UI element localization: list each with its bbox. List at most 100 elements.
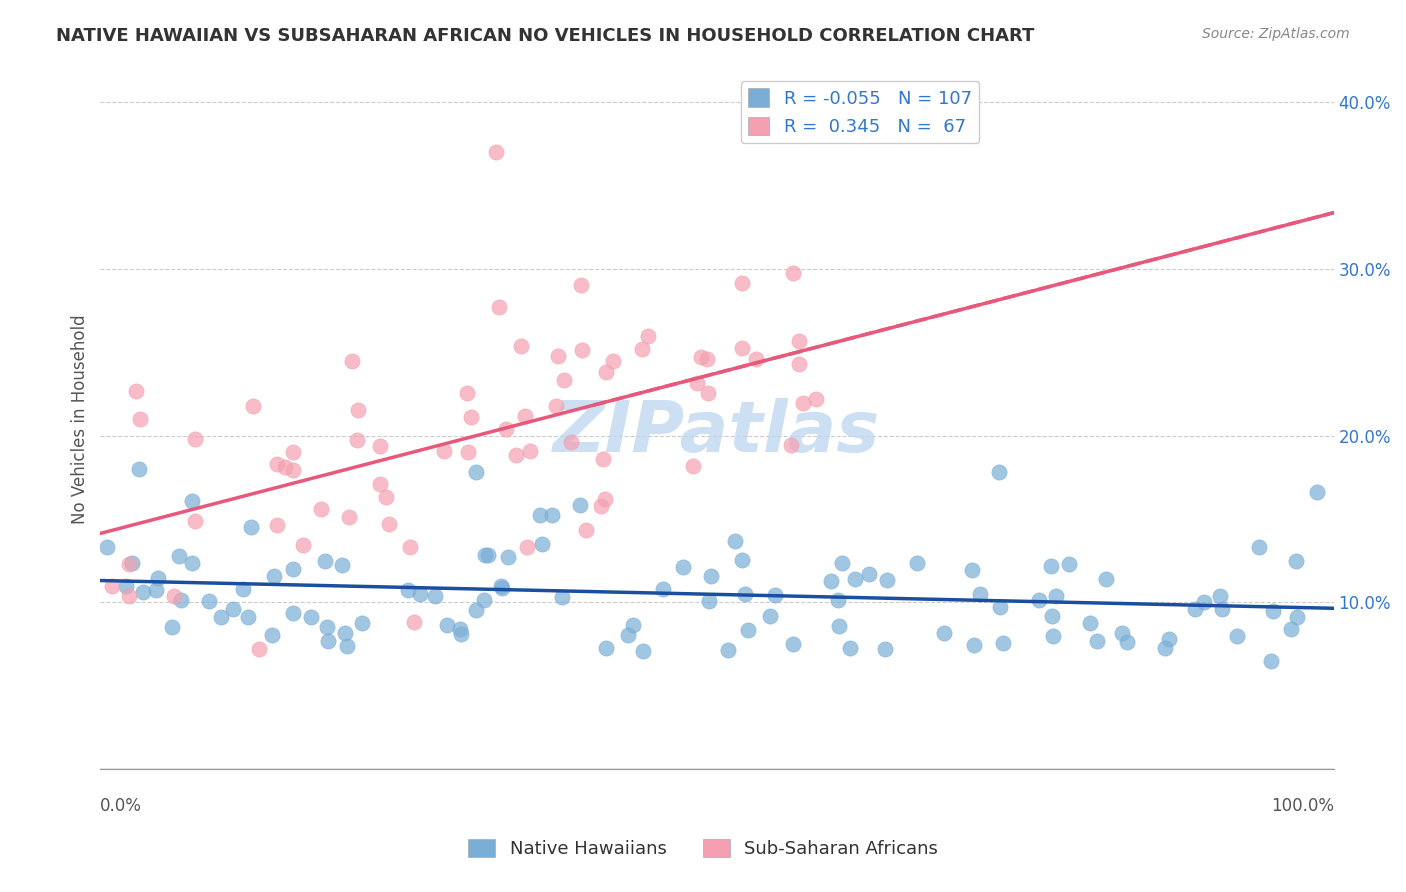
Point xyxy=(593,491,616,506)
Point xyxy=(734,587,756,601)
Point xyxy=(128,462,150,476)
Point xyxy=(472,593,495,607)
Point xyxy=(716,643,738,657)
Point xyxy=(1111,625,1133,640)
Point xyxy=(1279,623,1302,637)
Point xyxy=(239,520,262,534)
Point xyxy=(315,620,337,634)
Point xyxy=(631,644,654,658)
Point xyxy=(1247,540,1270,554)
Point xyxy=(621,618,644,632)
Point xyxy=(934,626,956,640)
Point xyxy=(408,587,430,601)
Point xyxy=(491,578,513,592)
Point xyxy=(374,490,396,504)
Point xyxy=(464,465,486,479)
Point xyxy=(574,523,596,537)
Point xyxy=(858,566,880,581)
Point xyxy=(1211,601,1233,615)
Point xyxy=(352,615,374,630)
Point xyxy=(457,445,479,459)
Point xyxy=(118,589,141,603)
Point xyxy=(433,444,456,458)
Point xyxy=(129,412,152,426)
Point xyxy=(531,537,554,551)
Point xyxy=(336,639,359,653)
Point xyxy=(737,623,759,637)
Point xyxy=(682,458,704,473)
Point xyxy=(651,582,673,596)
Point xyxy=(274,459,297,474)
Point xyxy=(723,534,745,549)
Text: ZIPatlas: ZIPatlas xyxy=(554,399,880,467)
Point xyxy=(519,444,541,458)
Point xyxy=(232,582,254,596)
Point xyxy=(266,518,288,533)
Point xyxy=(498,549,520,564)
Y-axis label: No Vehicles in Household: No Vehicles in Household xyxy=(72,314,89,524)
Point xyxy=(1285,609,1308,624)
Point xyxy=(247,641,270,656)
Point xyxy=(731,341,754,355)
Point xyxy=(831,556,853,570)
Point xyxy=(787,357,810,371)
Point xyxy=(299,610,322,624)
Point xyxy=(266,457,288,471)
Point xyxy=(222,602,245,616)
Point xyxy=(820,574,842,589)
Point xyxy=(1306,485,1329,500)
Point xyxy=(263,569,285,583)
Point xyxy=(571,343,593,358)
Point xyxy=(184,432,207,446)
Point xyxy=(763,588,786,602)
Point xyxy=(242,399,264,413)
Point xyxy=(236,610,259,624)
Point xyxy=(368,439,391,453)
Point xyxy=(1184,601,1206,615)
Point xyxy=(1045,589,1067,603)
Point xyxy=(436,617,458,632)
Point xyxy=(792,395,814,409)
Point xyxy=(495,422,517,436)
Point xyxy=(699,594,721,608)
Text: 100.0%: 100.0% xyxy=(1271,797,1334,815)
Text: Source: ZipAtlas.com: Source: ZipAtlas.com xyxy=(1202,27,1350,41)
Point xyxy=(488,300,510,314)
Point xyxy=(745,352,768,367)
Point xyxy=(262,627,284,641)
Point xyxy=(145,582,167,597)
Point xyxy=(672,560,695,574)
Point xyxy=(595,641,617,656)
Point xyxy=(339,509,361,524)
Point xyxy=(330,558,353,573)
Point xyxy=(118,557,141,571)
Point xyxy=(876,573,898,587)
Point xyxy=(491,581,513,595)
Point xyxy=(167,549,190,563)
Point xyxy=(827,619,849,633)
Point xyxy=(342,354,364,368)
Point xyxy=(991,636,1014,650)
Point xyxy=(184,515,207,529)
Point xyxy=(318,634,340,648)
Point xyxy=(689,351,711,365)
Point xyxy=(595,365,617,379)
Point xyxy=(283,463,305,477)
Point xyxy=(827,593,849,607)
Point xyxy=(780,438,803,452)
Point xyxy=(1040,609,1063,624)
Point xyxy=(335,626,357,640)
Point xyxy=(450,627,472,641)
Point xyxy=(1042,629,1064,643)
Point xyxy=(1153,640,1175,655)
Point xyxy=(1285,554,1308,568)
Point xyxy=(449,622,471,636)
Point xyxy=(510,338,533,352)
Point xyxy=(1085,634,1108,648)
Point xyxy=(505,448,527,462)
Point xyxy=(541,508,564,522)
Point xyxy=(700,568,723,582)
Point xyxy=(591,499,613,513)
Point xyxy=(346,434,368,448)
Point xyxy=(100,579,122,593)
